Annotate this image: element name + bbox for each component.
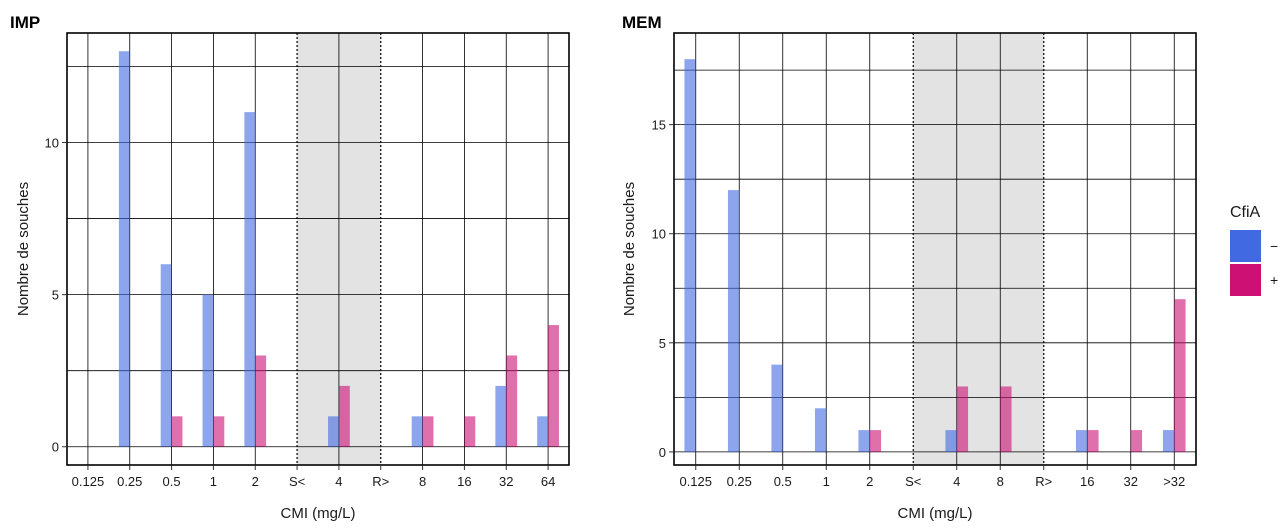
panel-mem-x-axis-title: CMI (mg/L) bbox=[898, 505, 973, 522]
panel-mem-xtick-label-0p125: 0.125 bbox=[679, 474, 712, 489]
panel-mem-bar-minus-0p5 bbox=[771, 364, 783, 452]
panel-mem-bar-minus-gt32 bbox=[1162, 430, 1175, 452]
panel-imp-ytick-label-10: 10 bbox=[45, 136, 59, 151]
panel-imp-y-axis-title: Nombre de souches bbox=[15, 182, 32, 316]
panel-mem-bar-plus-8 bbox=[1000, 386, 1012, 452]
panel-mem-ytick-label-15: 15 bbox=[652, 118, 666, 133]
panel-mem-xtick-label-rgt: R> bbox=[1035, 474, 1052, 489]
panel-imp-xtick-label-8: 8 bbox=[419, 474, 426, 489]
panel-mem-xtick-label-32: 32 bbox=[1124, 474, 1138, 489]
panel-mem-xtick-label-8: 8 bbox=[997, 474, 1004, 489]
legend-label-minus: − bbox=[1270, 238, 1278, 254]
panel-mem-title: MEM bbox=[622, 13, 662, 32]
panel-mem-bar-plus-32 bbox=[1130, 430, 1143, 452]
panel-imp-bar-plus-64 bbox=[548, 325, 559, 447]
panel-mem-xtick-label-0p5: 0.5 bbox=[774, 474, 792, 489]
panel-mem-bar-minus-1 bbox=[814, 408, 827, 452]
panel-mem-xtick-label-4: 4 bbox=[953, 474, 960, 489]
panel-imp-xtick-label-0p125: 0.125 bbox=[72, 474, 105, 489]
panel-imp-bar-plus-0p5 bbox=[171, 416, 183, 447]
legend-title: CfiA bbox=[1230, 204, 1261, 221]
panel-imp-xtick-label-0p5: 0.5 bbox=[163, 474, 181, 489]
panel-imp-bar-plus-32 bbox=[506, 355, 518, 447]
panel-imp-xtick-label-2: 2 bbox=[252, 474, 259, 489]
panel-mem-bar-plus-gt32 bbox=[1174, 299, 1186, 452]
panel-imp-bar-minus-2 bbox=[244, 112, 256, 447]
panel-mem-bar-plus-16 bbox=[1087, 430, 1099, 452]
panel-imp-bar-minus-0p5 bbox=[160, 264, 172, 447]
panel-imp-title: IMP bbox=[10, 13, 40, 32]
panel-mem-ytick-label-10: 10 bbox=[652, 227, 666, 242]
panel-mem-bar-minus-16 bbox=[1075, 430, 1088, 452]
panel-imp-xtick-label-64: 64 bbox=[541, 474, 555, 489]
panel-mem-ytick-label-0: 0 bbox=[659, 445, 666, 460]
panel-mem-bar-minus-0p25 bbox=[727, 190, 740, 452]
panel-imp-bar-minus-0p25 bbox=[118, 51, 130, 447]
panel-imp: 0 5 10 0.125 0.25 0.5 1 2 S< 4 R> 8 16 32 64 CMI (mg/L)… bbox=[10, 13, 570, 522]
panel-imp-ytick-label-0: 0 bbox=[52, 440, 59, 455]
panel-mem-xtick-label-2: 2 bbox=[866, 474, 873, 489]
panel-imp-xtick-label-16: 16 bbox=[457, 474, 471, 489]
panel-mem: 0 5 10 15 0.125 0.25 0.5 1 2 S< 4 8 R> 16 32 >32 CMI (mg… bbox=[621, 13, 1197, 522]
panel-imp-xtick-label-4: 4 bbox=[335, 474, 342, 489]
panel-imp-bar-minus-32 bbox=[495, 385, 507, 447]
panel-imp-xtick-label-0p25: 0.25 bbox=[117, 474, 142, 489]
panel-imp-bar-plus-16 bbox=[464, 416, 476, 447]
panel-imp-xtick-label-rgt: R> bbox=[372, 474, 389, 489]
panel-imp-ytick-label-5: 5 bbox=[52, 288, 59, 303]
panel-imp-bar-plus-2 bbox=[255, 355, 267, 447]
panel-imp-bar-minus-8 bbox=[411, 416, 423, 447]
panel-imp-bar-minus-1 bbox=[202, 294, 214, 447]
panel-mem-bar-plus-2 bbox=[869, 430, 882, 452]
panel-imp-xtick-label-1: 1 bbox=[210, 474, 217, 489]
panel-imp-bar-plus-8 bbox=[422, 416, 434, 447]
legend-swatch-plus bbox=[1230, 264, 1261, 296]
panel-imp-xtick-label-slt: S< bbox=[289, 474, 305, 489]
panel-imp-bar-minus-64 bbox=[537, 416, 549, 447]
panel-mem-xtick-label-slt: S< bbox=[905, 474, 921, 489]
panel-mem-bar-minus-2 bbox=[858, 430, 870, 452]
legend: CfiA − + bbox=[1230, 204, 1278, 296]
panel-mem-bar-minus-4 bbox=[945, 430, 957, 452]
panel-imp-x-axis-title: CMI (mg/L) bbox=[281, 505, 356, 522]
legend-label-plus: + bbox=[1270, 272, 1278, 288]
panel-mem-frame bbox=[673, 32, 1197, 466]
panel-imp-bar-plus-1 bbox=[213, 416, 225, 447]
panel-mem-shaded-region bbox=[913, 33, 1044, 465]
panel-mem-bar-plus-4 bbox=[956, 386, 969, 452]
panel-mem-y-axis-title: Nombre de souches bbox=[621, 182, 638, 316]
panel-mem-xtick-label-0p25: 0.25 bbox=[727, 474, 752, 489]
panel-mem-ytick-label-5: 5 bbox=[659, 336, 666, 351]
panel-imp-frame bbox=[66, 32, 570, 466]
panel-mem-bar-minus-0p125 bbox=[684, 59, 696, 452]
panel-mem-xtick-label-1: 1 bbox=[823, 474, 830, 489]
legend-swatch-minus bbox=[1230, 230, 1261, 262]
panel-imp-bar-minus-4 bbox=[328, 416, 339, 447]
panel-mem-xtick-label-gt32: >32 bbox=[1163, 474, 1185, 489]
panel-mem-xtick-label-16: 16 bbox=[1080, 474, 1094, 489]
panel-imp-bar-plus-4 bbox=[338, 385, 350, 447]
panel-imp-xtick-label-32: 32 bbox=[499, 474, 513, 489]
